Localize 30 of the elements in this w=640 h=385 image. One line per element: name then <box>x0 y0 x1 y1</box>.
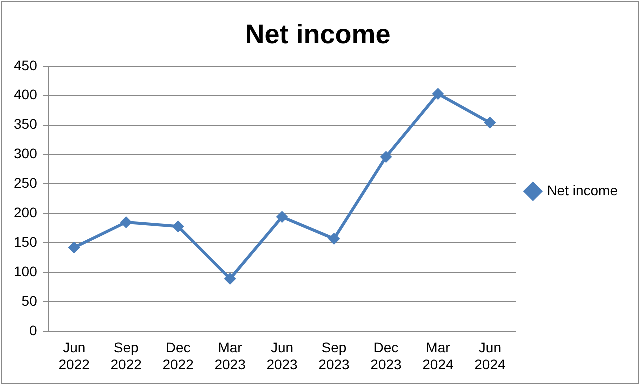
point <box>120 216 132 228</box>
y-tick-label: 350 <box>14 116 38 132</box>
y-tick-label: 400 <box>14 86 38 103</box>
x-tick-label: Dec 2023 <box>370 340 402 372</box>
y-tick-label: 0 <box>30 322 38 338</box>
x-tick-label: Dec 2022 <box>162 340 194 372</box>
x-tick-label: Sep 2022 <box>110 340 142 372</box>
x-tick-label: Mar 2024 <box>422 340 454 372</box>
y-tick-label: 300 <box>14 146 38 162</box>
x-tick-label: Mar 2023 <box>214 340 246 372</box>
point <box>328 232 340 245</box>
legend-label: Net income <box>547 182 618 198</box>
point <box>484 116 496 129</box>
x-tick-label: Jun 2022 <box>58 340 90 372</box>
point <box>224 272 236 285</box>
y-tick-label: 50 <box>22 292 38 309</box>
point <box>276 211 288 224</box>
y-tick-label: 450 <box>14 57 38 74</box>
x-tick-label: Jun 2023 <box>266 340 298 372</box>
y-tick-label: 250 <box>14 175 38 192</box>
x-tick-label: Jun 2024 <box>474 340 506 372</box>
x-tick-label: Sep 2023 <box>318 340 350 372</box>
point <box>432 88 444 100</box>
y-tick-label: 200 <box>14 204 38 220</box>
point <box>380 151 392 164</box>
y-tick-label: 100 <box>14 263 38 280</box>
point <box>172 220 184 233</box>
y-tick-label: 150 <box>14 234 38 250</box>
chart-title: Net income <box>245 20 391 50</box>
point <box>68 242 80 254</box>
